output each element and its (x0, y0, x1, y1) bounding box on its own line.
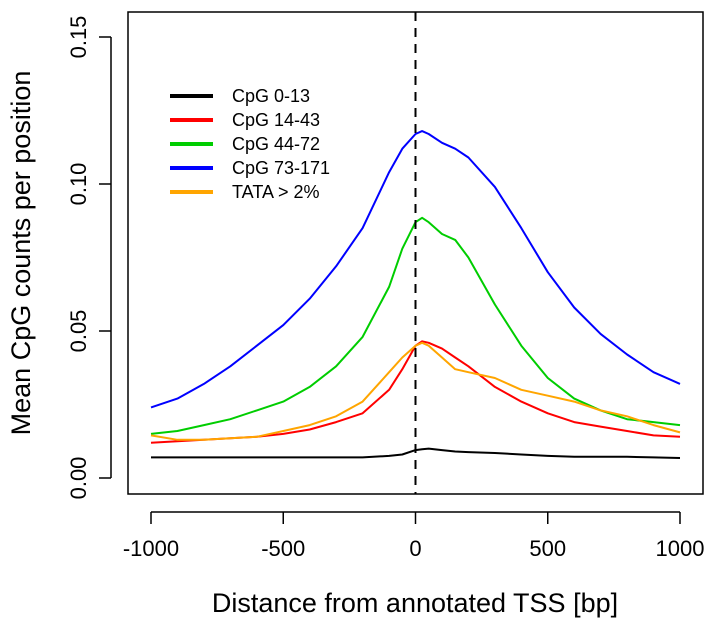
y-axis-title: Mean CpG counts per position (6, 71, 36, 436)
x-tick-label: 0 (409, 536, 421, 561)
legend-label: CpG 73-171 (232, 158, 330, 178)
legend: CpG 0-13 CpG 14-43 CpG 44-72 CpG 73-171 TATA… (170, 86, 330, 202)
y-tick-label: 0.00 (66, 457, 91, 500)
series-line-1 (151, 447, 681, 459)
x-axis-title: Distance from annotated TSS [bp] (212, 588, 618, 618)
x-axis: -1000 -500 0 500 1000 (123, 511, 705, 561)
legend-label: CpG 0-13 (232, 86, 310, 106)
series-line-5 (150, 341, 681, 441)
series-layer (150, 130, 681, 459)
y-tick-label: 0.10 (66, 163, 91, 206)
series-line-3 (150, 216, 681, 435)
y-tick-label: 0.05 (66, 310, 91, 353)
legend-label: TATA > 2% (232, 182, 320, 202)
legend-label: CpG 44-72 (232, 134, 320, 154)
x-tick-label: -500 (261, 536, 305, 561)
series-line-4 (150, 130, 681, 409)
y-axis: 0.00 0.05 0.10 0.15 (66, 16, 112, 500)
y-tick-label: 0.15 (66, 16, 91, 59)
x-tick-label: 1000 (656, 536, 705, 561)
x-tick-label: 500 (529, 536, 566, 561)
x-tick-label: -1000 (123, 536, 179, 561)
legend-label: CpG 14-43 (232, 110, 320, 130)
